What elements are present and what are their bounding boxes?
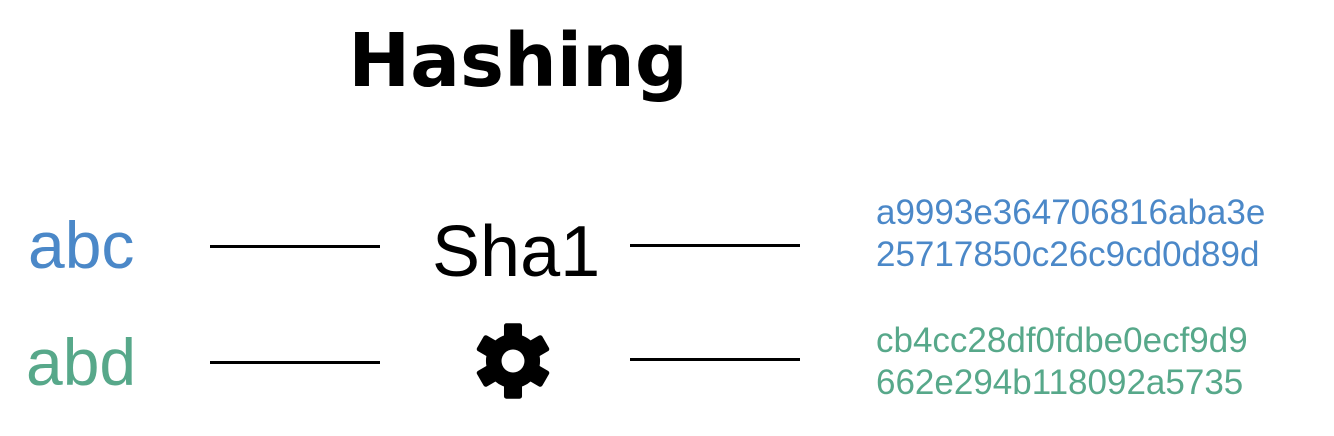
hash-output-2: cb4cc28df0fdbe0ecf9d9 662e294b118092a573… — [876, 320, 1248, 404]
output-connector-1 — [630, 244, 800, 247]
output-connector-2 — [630, 358, 800, 361]
input-text-2: abd — [26, 325, 137, 399]
hash-output-1: a9993e364706816aba3e 25717850c26c9cd0d89… — [876, 192, 1265, 276]
hash-output-1-line-2: 25717850c26c9cd0d89d — [876, 235, 1260, 274]
algorithm-label: Sha1 — [432, 212, 601, 292]
hash-output-2-line-2: 662e294b118092a5735 — [876, 363, 1244, 402]
diagram-title: Hashing — [348, 18, 688, 104]
input-connector-1 — [210, 245, 380, 248]
hash-output-1-line-1: a9993e364706816aba3e — [876, 193, 1266, 232]
hash-output-2-line-1: cb4cc28df0fdbe0ecf9d9 — [876, 321, 1248, 360]
input-text-1: abc — [28, 208, 135, 282]
input-connector-2 — [210, 361, 380, 364]
gear-icon — [472, 320, 554, 402]
